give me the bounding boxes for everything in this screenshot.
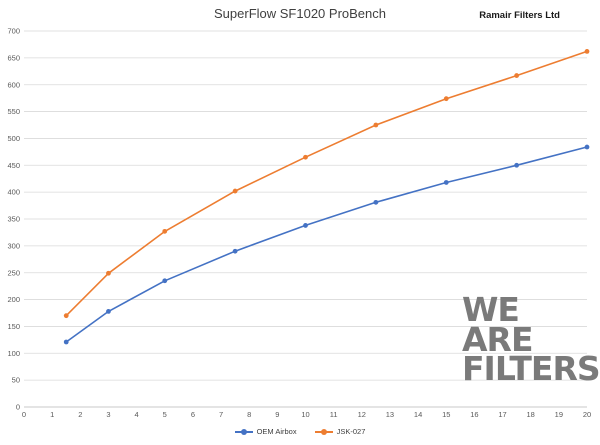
- series-line-1: [65, 50, 588, 317]
- data-point: [303, 223, 308, 228]
- x-tick-label: 15: [442, 410, 450, 419]
- data-point: [514, 73, 520, 78]
- legend-label-jsk: JSK-027: [336, 427, 366, 436]
- x-tick-label: 8: [247, 410, 251, 419]
- y-tick-label: 650: [7, 53, 20, 62]
- y-tick-label: 300: [7, 241, 20, 250]
- legend-swatch-jsk: [314, 428, 333, 435]
- data-point: [443, 180, 449, 185]
- data-point: [162, 278, 168, 284]
- data-point: [162, 228, 168, 234]
- y-tick-label: 50: [12, 376, 20, 385]
- x-tick-label: 11: [330, 410, 338, 419]
- data-point: [232, 248, 238, 254]
- data-point: [373, 122, 379, 128]
- y-tick-label: 550: [7, 107, 20, 116]
- data-point: [443, 96, 449, 102]
- x-tick-label: 17: [498, 410, 506, 419]
- legend-swatch-oem: [234, 428, 253, 435]
- legend-item-oem: OEM Airbox: [234, 427, 297, 436]
- x-tick-label: 4: [135, 410, 139, 419]
- chart-title: SuperFlow SF1020 ProBench: [214, 6, 386, 21]
- data-point: [373, 199, 379, 205]
- chart-legend: OEM Airbox JSK-027: [0, 427, 600, 436]
- data-point: [63, 313, 69, 319]
- x-tick-label: 0: [22, 410, 26, 419]
- data-point: [303, 154, 308, 160]
- x-tick-label: 10: [301, 410, 309, 419]
- data-point: [584, 144, 590, 150]
- y-tick-label: 700: [7, 27, 20, 36]
- y-tick-label: 600: [7, 80, 20, 89]
- x-tick-label: 7: [219, 410, 223, 419]
- legend-label-oem: OEM Airbox: [256, 427, 297, 436]
- logo-line-3: FILTERS: [462, 349, 600, 389]
- y-tick-label: 150: [7, 322, 20, 331]
- x-tick-label: 1: [50, 410, 54, 419]
- x-tick-label: 20: [583, 410, 591, 419]
- we-are-filters-logo: WE ARE FILTERS: [462, 290, 600, 389]
- x-tick-label: 6: [191, 410, 195, 419]
- data-point: [514, 162, 520, 168]
- data-point: [584, 49, 590, 54]
- data-point: [106, 270, 111, 276]
- y-tick-label: 200: [7, 295, 20, 304]
- data-point: [232, 188, 238, 194]
- y-tick-label: 500: [7, 134, 20, 143]
- y-tick-label: 100: [7, 349, 20, 358]
- x-tick-label: 16: [470, 410, 478, 419]
- y-tick-label: 250: [7, 268, 20, 277]
- x-tick-label: 3: [106, 410, 110, 419]
- x-tick-label: 2: [78, 410, 82, 419]
- x-tick-label: 19: [555, 410, 563, 419]
- logo-line-1: WE: [462, 290, 520, 329]
- legend-item-jsk: JSK-027: [314, 427, 366, 436]
- brand-label: Ramair Filters Ltd: [479, 10, 560, 21]
- y-tick-label: 400: [7, 188, 20, 197]
- x-tick-label: 9: [275, 410, 279, 419]
- x-tick-label: 18: [527, 410, 535, 419]
- logo-line-2: ARE: [462, 319, 534, 359]
- x-tick-label: 13: [386, 410, 394, 419]
- x-tick-label: 14: [414, 410, 422, 419]
- y-tick-label: 0: [16, 403, 20, 412]
- x-tick-label: 5: [163, 410, 167, 419]
- x-tick-label: 12: [358, 410, 366, 419]
- y-tick-label: 350: [7, 215, 20, 224]
- data-point: [63, 339, 69, 345]
- y-tick-label: 450: [7, 161, 20, 170]
- data-point: [106, 308, 111, 314]
